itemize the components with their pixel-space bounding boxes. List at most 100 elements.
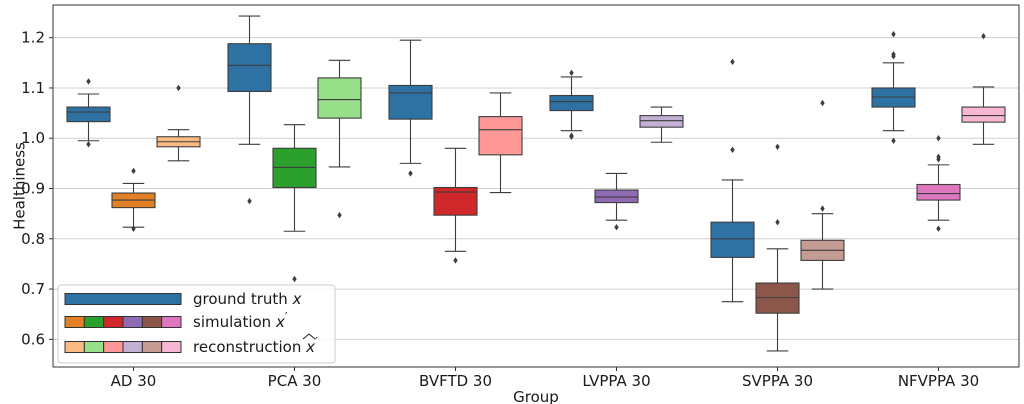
legend-swatch [122, 341, 143, 353]
box-reconstruction-2 [478, 92, 523, 194]
legend-label-0: ground truth x [193, 290, 302, 308]
legend-label-1: simulation x′ [193, 310, 288, 331]
box-reconstruction-0 [156, 84, 201, 162]
x-tick-label: AD 30 [111, 372, 157, 390]
outlier-point [86, 78, 91, 85]
outlier-point [337, 211, 342, 219]
y-tick-label: 0.9 [21, 180, 45, 198]
box-reconstruction-1 [317, 59, 362, 219]
outlier-point [936, 225, 941, 232]
legend-label-text: reconstruction [193, 338, 306, 356]
outlier-point [569, 133, 574, 140]
hat-accent [302, 333, 316, 340]
y-tick-label: 0.6 [21, 330, 45, 348]
box-iqr [317, 77, 362, 119]
x-tick-label: NFVPPA 30 [898, 372, 979, 390]
box-ground_truth-4 [710, 58, 755, 303]
box-ground_truth-2 [388, 39, 433, 177]
legend-swatch [64, 293, 182, 305]
box-simulation-5 [916, 135, 961, 232]
legend-swatch [64, 341, 85, 353]
y-axis-label: Healthiness [10, 142, 28, 230]
outlier-point [453, 257, 458, 264]
y-axis-ticks: 0.6 0.7 0.8 0.9 1.0 1.1 1.2 [21, 29, 53, 348]
box-iqr [478, 116, 523, 156]
outlier-point [775, 219, 780, 226]
outlier-point [86, 141, 91, 148]
x-axis-ticks: AD 30 PCA 30 BVFTD 30 LVPPA 30 SVPPA 30 NFVPP… [111, 367, 979, 390]
outlier-point [730, 58, 735, 66]
legend-label-prime: ′ [285, 310, 288, 324]
outlier-point [247, 197, 252, 205]
box-iqr [710, 221, 755, 258]
legend-swatch [64, 316, 85, 328]
outlier-point [981, 32, 986, 40]
box-reconstruction-3 [639, 106, 684, 143]
outlier-point [936, 156, 941, 163]
legend-label-math: x [305, 338, 315, 356]
box-ground_truth-1 [227, 15, 272, 205]
legend-swatch [103, 341, 124, 353]
box-iqr [388, 84, 433, 120]
outlier-point [891, 30, 896, 38]
outlier-point [408, 170, 413, 177]
legend-swatch [83, 316, 105, 328]
outlier-point [131, 225, 136, 232]
legend-swatch [122, 316, 143, 328]
x-axis-label: Group [513, 388, 559, 404]
box-simulation-0 [111, 167, 156, 232]
legend-swatch [103, 316, 124, 328]
box-iqr [227, 43, 272, 93]
outlier-point [614, 224, 619, 231]
legend-label-math: x [292, 290, 302, 308]
x-tick-label: SVPPA 30 [742, 372, 813, 390]
legend-swatch [161, 341, 182, 353]
y-tick-label: 1.2 [21, 29, 45, 47]
outlier-point [820, 205, 825, 212]
legend-swatch [141, 316, 163, 328]
x-tick-label: PCA 30 [268, 372, 322, 390]
x-tick-label: BVFTD 30 [419, 372, 492, 390]
box-iqr [916, 183, 961, 201]
legend-label-text: simulation [193, 313, 276, 331]
box-simulation-3 [594, 172, 639, 231]
box-iqr [66, 106, 111, 123]
box-iqr [549, 94, 594, 112]
y-tick-label: 1.0 [21, 129, 45, 147]
legend-label-2: reconstruction x′ [193, 335, 318, 356]
legend-label-prime: ′ [315, 335, 318, 349]
x-tick-label: LVPPA 30 [582, 372, 650, 390]
box-ground_truth-3 [549, 69, 594, 140]
outlier-point [936, 135, 941, 142]
outlier-point [891, 53, 896, 60]
outlier-point [131, 167, 136, 175]
outlier-point [820, 99, 825, 107]
box-simulation-1 [272, 124, 317, 283]
box-iqr [961, 106, 1006, 123]
outlier-point [569, 69, 574, 77]
outlier-point [775, 143, 780, 150]
plot-frame [52, 4, 1020, 368]
legend-swatch [141, 341, 163, 353]
box-iqr [639, 115, 684, 128]
outlier-point [730, 146, 735, 153]
legend-swatch [161, 316, 182, 328]
y-tick-label: 1.1 [21, 79, 45, 97]
box-simulation-2 [433, 147, 478, 264]
y-tick-label: 0.8 [21, 230, 45, 248]
outlier-point [176, 84, 181, 92]
box-reconstruction-4 [800, 99, 845, 290]
y-tick-label: 0.7 [21, 280, 45, 298]
legend-swatch [83, 341, 105, 353]
legend-label-text: ground truth [193, 290, 293, 308]
outlier-point [292, 275, 297, 283]
legend-label-math: x [275, 313, 285, 331]
box-simulation-4 [755, 143, 800, 352]
box-ground_truth-0 [66, 78, 111, 148]
box-reconstruction-5 [961, 32, 1006, 145]
box-iqr [594, 189, 639, 204]
plot-area [66, 15, 1006, 352]
outlier-point [891, 137, 896, 144]
